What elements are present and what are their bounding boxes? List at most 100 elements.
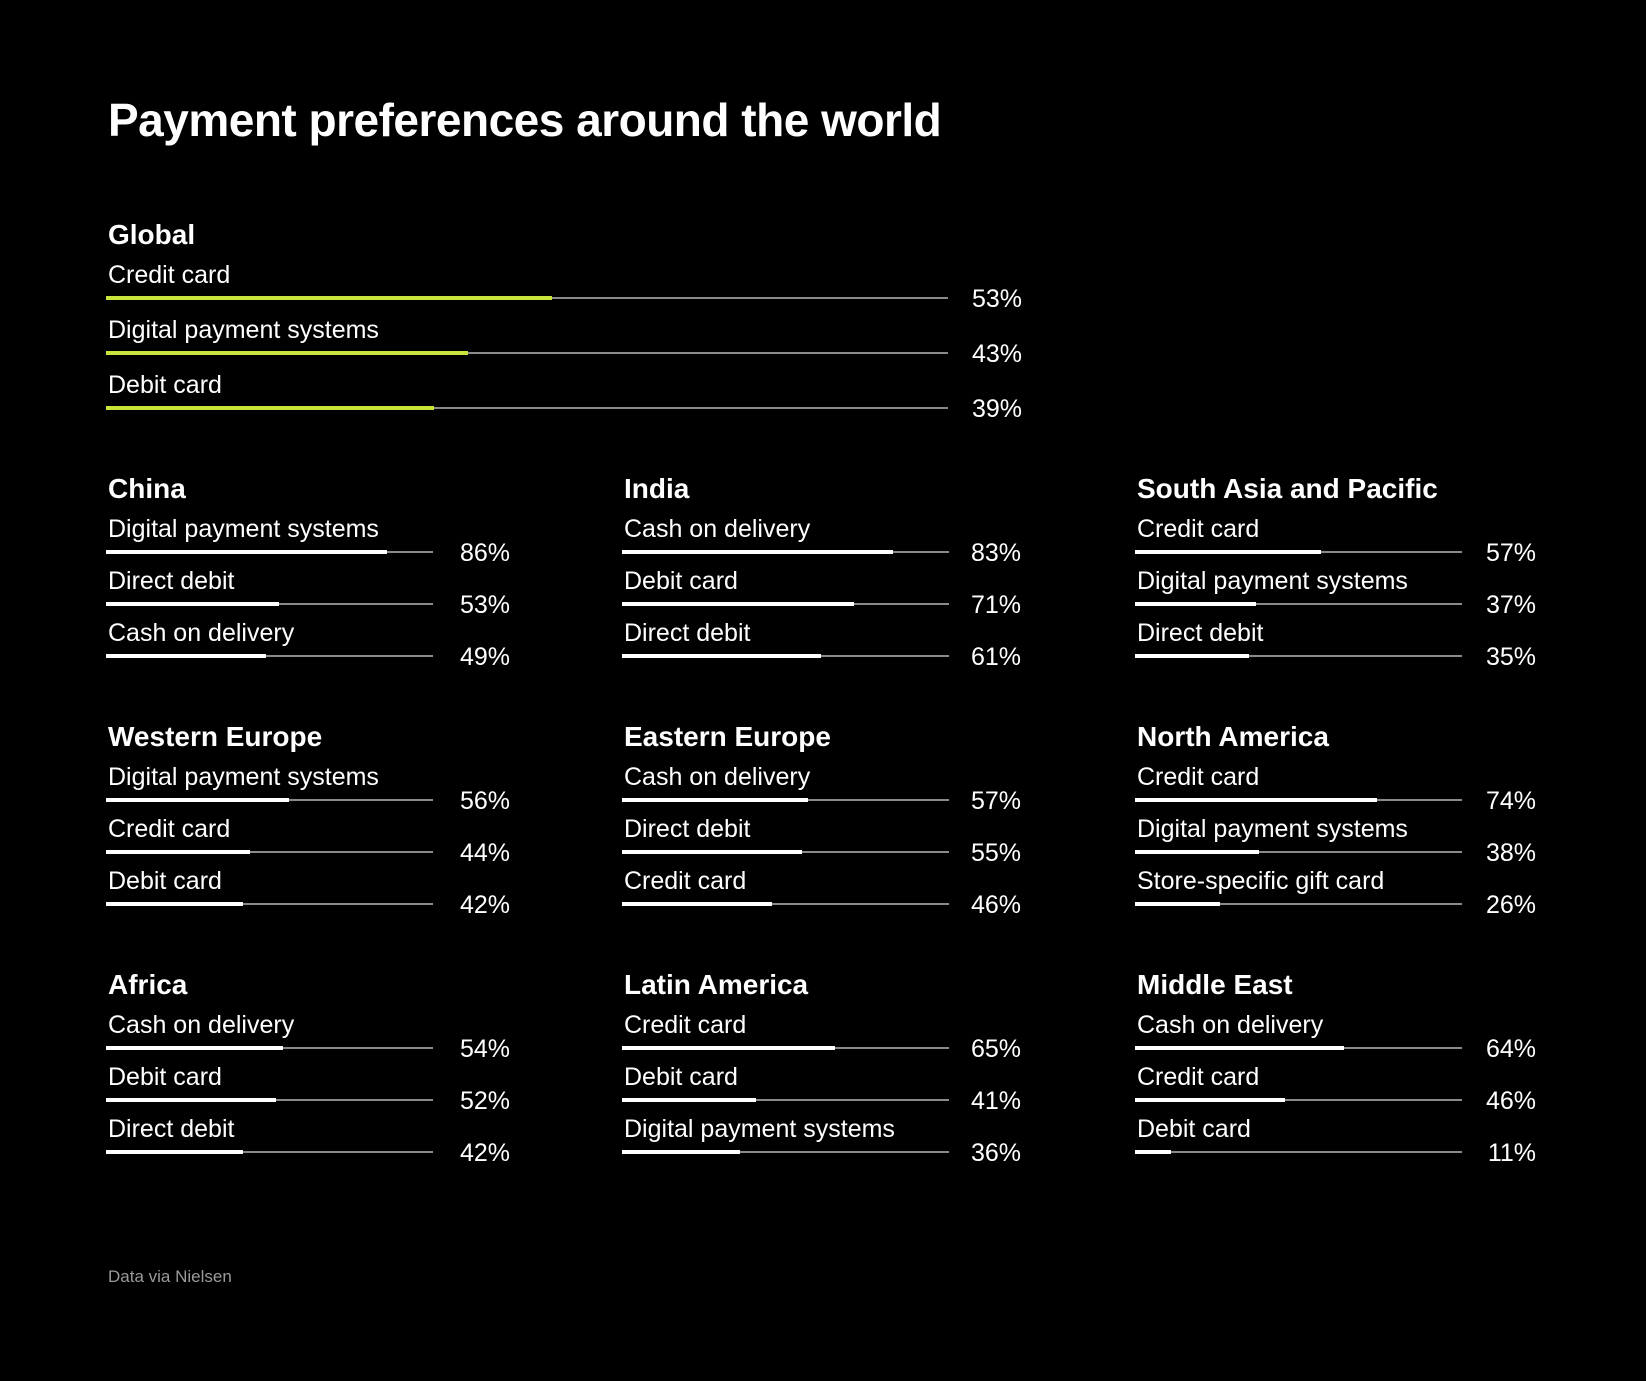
- value-label: 56%: [459, 787, 510, 815]
- bar: [622, 654, 821, 658]
- bar-row: Digital payment systems 43%: [106, 315, 1022, 368]
- bar-row: Direct debit 42%: [106, 1114, 510, 1167]
- panel-latin-america: Latin America Credit card 65% Debit card 41%…: [622, 968, 1021, 1180]
- value-label: 86%: [459, 539, 510, 567]
- bar-row: Credit card 57%: [1135, 514, 1536, 567]
- category-label: Store-specific gift card: [1137, 867, 1385, 895]
- bar-row: Direct debit 35%: [1135, 618, 1536, 671]
- bar-track: [106, 654, 433, 658]
- bar-row: Digital payment systems 56%: [106, 762, 510, 815]
- bar-row: Store-specific gift card 26%: [1135, 866, 1536, 919]
- bar-track: [622, 602, 949, 606]
- bar-row: Direct debit 61%: [622, 618, 1021, 671]
- bar-track: [622, 1046, 949, 1050]
- bar-track: [622, 654, 949, 658]
- category-label: Credit card: [1137, 763, 1260, 791]
- value-label: 49%: [459, 643, 510, 671]
- bar-row: Cash on delivery 49%: [106, 618, 510, 671]
- bar: [106, 296, 552, 300]
- category-label: Cash on delivery: [108, 619, 295, 647]
- bar-row: Cash on delivery 83%: [622, 514, 1021, 567]
- value-label: 83%: [970, 539, 1021, 567]
- category-label: Digital payment systems: [108, 515, 379, 543]
- panel-global: Global Credit card 53% Digital payment syst…: [106, 218, 1022, 439]
- bar-track: [622, 550, 949, 554]
- value-label: 64%: [1485, 1035, 1536, 1063]
- bar-row: Credit card 74%: [1135, 762, 1536, 815]
- bar-track: [106, 351, 948, 355]
- value-label: 53%: [971, 285, 1022, 313]
- panel-title: India: [624, 473, 690, 504]
- value-label: 11%: [1487, 1139, 1536, 1167]
- panel-western-europe: Western Europe Digital payment systems 56%…: [106, 720, 510, 932]
- value-label: 55%: [970, 839, 1021, 867]
- bar-row: Debit card 71%: [622, 566, 1021, 619]
- bar-row: Digital payment systems 36%: [622, 1114, 1021, 1167]
- category-label: Debit card: [624, 567, 738, 595]
- panel-eastern-europe: Eastern Europe Cash on delivery 57% Direct …: [622, 720, 1021, 932]
- bar-track: [1135, 850, 1462, 854]
- category-label: Debit card: [108, 371, 222, 399]
- bar-row: Digital payment systems 38%: [1135, 814, 1536, 867]
- category-label: Direct debit: [624, 815, 751, 843]
- category-label: Credit card: [108, 815, 231, 843]
- bar: [106, 406, 434, 410]
- panel-africa: Africa Cash on delivery 54% Debit card 52% Di…: [106, 968, 510, 1180]
- bar-track: [106, 1150, 433, 1154]
- bar-track: [1135, 1150, 1462, 1154]
- category-label: Debit card: [624, 1063, 738, 1091]
- value-label: 43%: [971, 340, 1022, 368]
- bar-row: Cash on delivery 64%: [1135, 1010, 1536, 1063]
- bar-row: Debit card 52%: [106, 1062, 510, 1115]
- panel-north-america: North America Credit card 74% Digital payme…: [1135, 720, 1536, 932]
- bar: [1135, 850, 1259, 854]
- category-label: Credit card: [1137, 1063, 1260, 1091]
- category-label: Debit card: [1137, 1115, 1251, 1143]
- value-label: 54%: [459, 1035, 510, 1063]
- category-label: Direct debit: [108, 567, 235, 595]
- bar-row: Credit card 46%: [1135, 1062, 1536, 1115]
- category-label: Digital payment systems: [1137, 815, 1408, 843]
- value-label: 46%: [970, 891, 1021, 919]
- value-label: 35%: [1485, 643, 1536, 671]
- value-label: 52%: [459, 1087, 510, 1115]
- category-label: Credit card: [108, 261, 231, 289]
- bar: [106, 798, 289, 802]
- category-label: Digital payment systems: [108, 316, 379, 344]
- category-label: Debit card: [108, 1063, 222, 1091]
- category-label: Credit card: [624, 1011, 747, 1039]
- bar-track: [106, 296, 948, 300]
- bar: [622, 902, 772, 906]
- value-label: 37%: [1485, 591, 1536, 619]
- bar: [1135, 1098, 1285, 1102]
- bar-track: [1135, 1046, 1462, 1050]
- value-label: 44%: [459, 839, 510, 867]
- bar-row: Credit card 46%: [622, 866, 1021, 919]
- value-label: 42%: [459, 891, 510, 919]
- bar: [106, 654, 266, 658]
- value-label: 71%: [970, 591, 1021, 619]
- category-label: Direct debit: [108, 1115, 235, 1143]
- bar: [622, 850, 802, 854]
- panel-title: China: [108, 473, 186, 504]
- category-label: Digital payment systems: [108, 763, 379, 791]
- value-label: 57%: [970, 787, 1021, 815]
- bar-row: Cash on delivery 54%: [106, 1010, 510, 1063]
- bar-track: [1135, 602, 1462, 606]
- bar: [106, 902, 243, 906]
- value-label: 26%: [1485, 891, 1536, 919]
- category-label: Direct debit: [1137, 619, 1264, 647]
- category-label: Direct debit: [624, 619, 751, 647]
- panel-title: Western Europe: [108, 721, 323, 752]
- bar: [106, 1098, 276, 1102]
- bar: [106, 1150, 243, 1154]
- bar: [1135, 798, 1377, 802]
- bar: [622, 1046, 835, 1050]
- bar: [1135, 602, 1256, 606]
- value-label: 36%: [970, 1139, 1021, 1167]
- category-label: Digital payment systems: [624, 1115, 895, 1143]
- bar: [106, 550, 387, 554]
- bar-track: [106, 602, 433, 606]
- panel-title: Latin America: [624, 969, 809, 1000]
- bar-track: [1135, 654, 1462, 658]
